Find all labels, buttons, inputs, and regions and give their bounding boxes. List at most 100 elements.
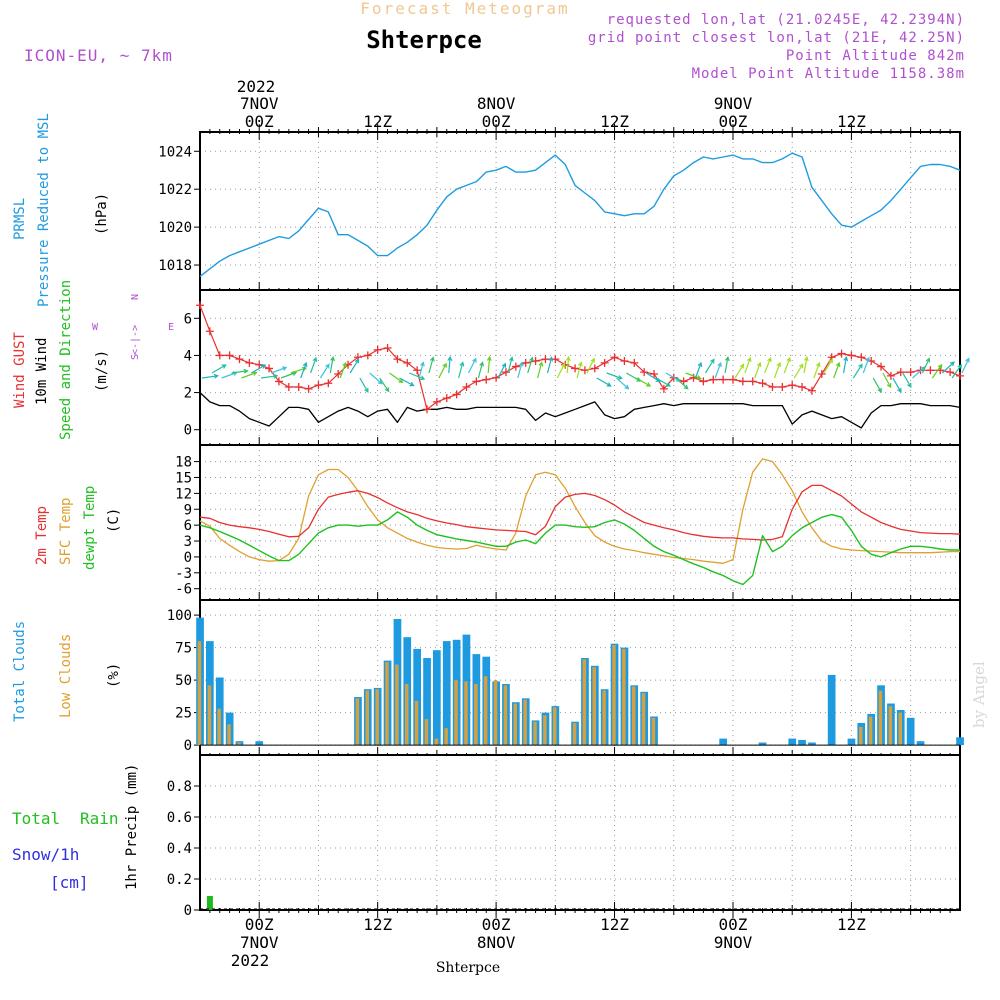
gust-marker (758, 379, 767, 388)
requested-coords: requested lon,lat (21.0245E, 42.2394N) (607, 12, 965, 28)
wind-direction-arrow (833, 361, 841, 379)
low-cloud-bar (632, 686, 636, 746)
low-cloud-bar (375, 689, 379, 746)
wind-direction-arrow (803, 355, 809, 374)
gust-marker (926, 366, 935, 375)
cloud-label-low: Low Clouds (58, 634, 74, 718)
precip-label-snow: Snow/1h (12, 845, 79, 864)
wind-direction-arrow (843, 355, 849, 374)
low-cloud-bar (365, 690, 369, 746)
bottom-day-label-0: 7NOV (240, 933, 279, 952)
wind-direction-arrow (961, 357, 970, 374)
wind-direction-arrow (744, 356, 752, 374)
gust-marker (363, 351, 372, 360)
ytick-label: 12 (175, 486, 192, 502)
low-cloud-bar (553, 707, 557, 746)
bottom-year: 2022 (231, 951, 270, 970)
wind-direction-arrow (921, 357, 931, 374)
gust-marker (442, 394, 451, 403)
total-cloud-bar (798, 739, 806, 746)
bottom-day-label-4: 9NOV (714, 933, 753, 952)
wind-direction-arrow (409, 372, 426, 381)
temp-label-unit: (C) (106, 508, 122, 533)
low-cloud-bar (523, 699, 527, 746)
low-cloud-bar (424, 719, 429, 746)
top-time-label-3: 12Z (600, 112, 629, 131)
gust-marker (728, 375, 737, 384)
wind-direction-arrow (458, 361, 465, 379)
top-time-label-1: 12Z (363, 112, 392, 131)
wind-direction-arrow (467, 357, 477, 374)
ytick-label: 18 (175, 455, 192, 471)
wind-direction-arrow (399, 377, 415, 387)
ytick-label: 0.6 (167, 810, 192, 826)
compass-rose: N <-|-> W E S (92, 294, 174, 360)
grid-point-coords: grid point closest lon,lat (21E, 42.25N) (588, 30, 965, 46)
ytick-label: 6 (184, 518, 192, 534)
low-cloud-bar (444, 728, 448, 746)
bottom-time-label-5: 12Z (837, 915, 866, 934)
gust-marker (274, 377, 283, 386)
ytick-label: 100 (167, 608, 192, 624)
wind-direction-arrow (280, 371, 298, 379)
low-cloud-bar (237, 742, 241, 746)
gust-marker (847, 351, 856, 360)
ytick-label: 0.4 (167, 841, 192, 857)
gust-marker (472, 377, 481, 386)
total-cloud-bar (413, 648, 421, 746)
wind-direction-arrow (241, 371, 258, 379)
gust-marker (877, 362, 886, 371)
gust-marker (600, 358, 609, 367)
ytick-label: -3 (175, 566, 192, 582)
ytick-label: 50 (175, 673, 192, 689)
wind-direction-arrow (497, 362, 507, 379)
wind-label-speed-dir: Speed and Direction (58, 280, 74, 440)
wind-direction-arrow (369, 372, 383, 385)
gust-marker (452, 390, 461, 399)
gust-marker (393, 355, 402, 364)
wind-direction-arrow (941, 361, 955, 374)
total-cloud-bar (808, 742, 816, 746)
wind-direction-arrow (231, 368, 249, 374)
gust-marker (630, 358, 639, 367)
ytick-label: 25 (175, 706, 192, 722)
low-cloud-bar (513, 703, 517, 746)
compass-south: S (130, 354, 141, 360)
wind-direction-arrow (586, 357, 595, 374)
wind-direction-arrow (882, 372, 892, 389)
low-cloud-bar (434, 738, 439, 746)
gust-marker (413, 366, 422, 375)
cloud-label-total: Total Clouds (12, 621, 28, 722)
wind-direction-arrow (931, 363, 943, 379)
compass-axis: <-|-> (130, 325, 141, 355)
top-time-label-2: 00Z (482, 112, 511, 131)
temp-labels: 2m Temp SFC Temp dewpt Temp (C) (34, 486, 122, 570)
wind-direction-arrow (754, 361, 762, 379)
ytick-label: 15 (175, 470, 192, 486)
total-cloud-bar (788, 738, 797, 746)
bottom-time-label-1: 12Z (363, 915, 392, 934)
low-cloud-bar (612, 645, 616, 746)
wind-direction-arrow (892, 377, 902, 393)
low-cloud-bar (197, 641, 202, 746)
compass-north: N (130, 294, 141, 300)
gust-marker (659, 384, 668, 393)
gust-marker (590, 364, 599, 373)
wind-label-gust: Wind GUST (12, 332, 28, 408)
gust-marker (778, 383, 787, 391)
gust-marker (788, 381, 797, 390)
wind-direction-arrow (635, 377, 652, 387)
precip-label-total: Total (12, 809, 60, 828)
gust-marker (610, 353, 619, 362)
low-cloud-bar (207, 685, 212, 746)
panel-4: 0 0.2 0.4 0.6 0.8 (167, 754, 961, 919)
footer-location: Shterpce (436, 960, 500, 976)
sfc-temp-line (199, 458, 960, 564)
gust-marker (709, 375, 718, 384)
total-cloud-bar (423, 658, 431, 746)
gust-marker (324, 379, 333, 388)
wind-direction-arrow (685, 372, 702, 380)
wind-direction-arrow (556, 362, 566, 379)
